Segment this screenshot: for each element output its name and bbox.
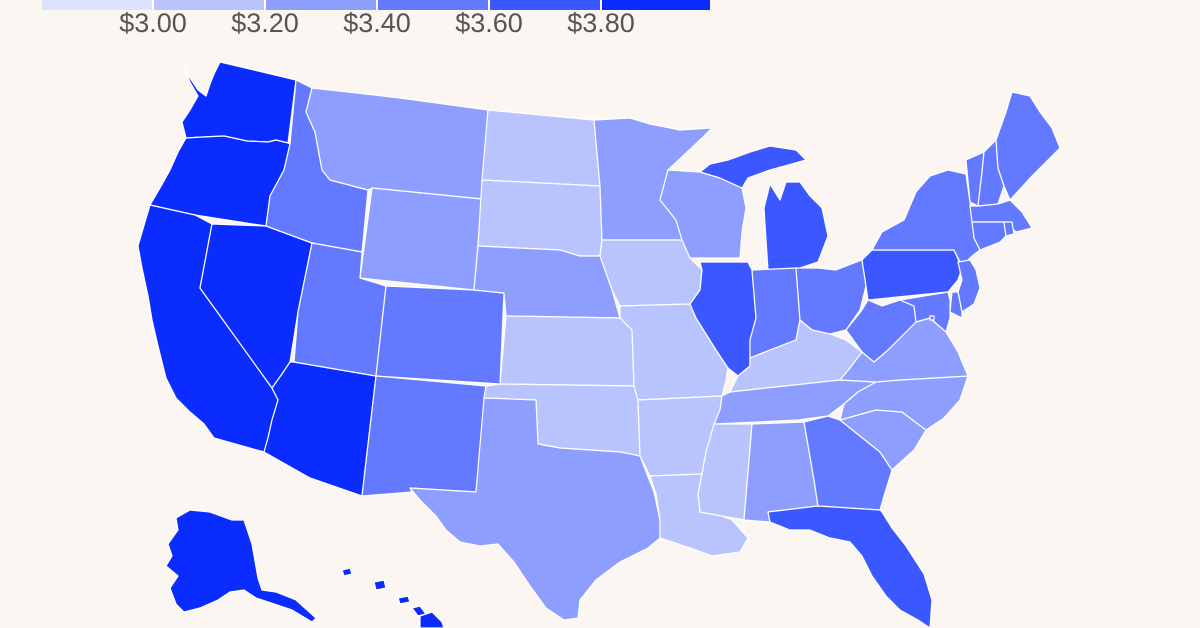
state-tx[interactable] — [409, 397, 661, 621]
legend-tick-label: $3.40 — [343, 8, 411, 38]
legend-swatch — [42, 0, 152, 10]
legend-tick-label: $3.60 — [455, 8, 523, 38]
state-wa[interactable] — [181, 61, 297, 144]
state-mt[interactable] — [305, 87, 489, 200]
legend-ticks — [152, 0, 602, 10]
state-sd[interactable] — [477, 179, 603, 257]
state-hi[interactable] — [341, 567, 445, 628]
state-me[interactable] — [995, 91, 1061, 201]
legend-swatch — [490, 0, 600, 10]
state-dc[interactable] — [929, 315, 935, 321]
legend-swatch — [378, 0, 488, 10]
state-nj[interactable] — [957, 259, 981, 313]
state-co[interactable] — [375, 285, 505, 385]
state-az[interactable] — [263, 361, 377, 497]
legend: $3.00 $3.20 $3.40 $3.60 $3.80 — [42, 0, 710, 38]
state-ne[interactable] — [473, 245, 621, 319]
state-fl[interactable] — [767, 505, 933, 628]
state-nm[interactable] — [361, 375, 487, 497]
legend-tick-label: $3.20 — [231, 8, 299, 38]
state-ks[interactable] — [499, 315, 635, 387]
state-nd[interactable] — [481, 109, 601, 187]
legend-swatch — [266, 0, 376, 10]
legend-swatches — [42, 0, 710, 10]
legend-tick-label: $3.80 — [567, 8, 635, 38]
state-mi[interactable] — [699, 145, 829, 271]
state-wy[interactable] — [359, 187, 483, 291]
legend-swatch — [602, 0, 710, 10]
legend-tick-label: $3.00 — [119, 8, 187, 38]
legend-swatch — [154, 0, 264, 10]
state-md[interactable] — [899, 291, 951, 333]
state-ak[interactable] — [165, 509, 317, 623]
state-ri[interactable] — [1003, 221, 1015, 237]
